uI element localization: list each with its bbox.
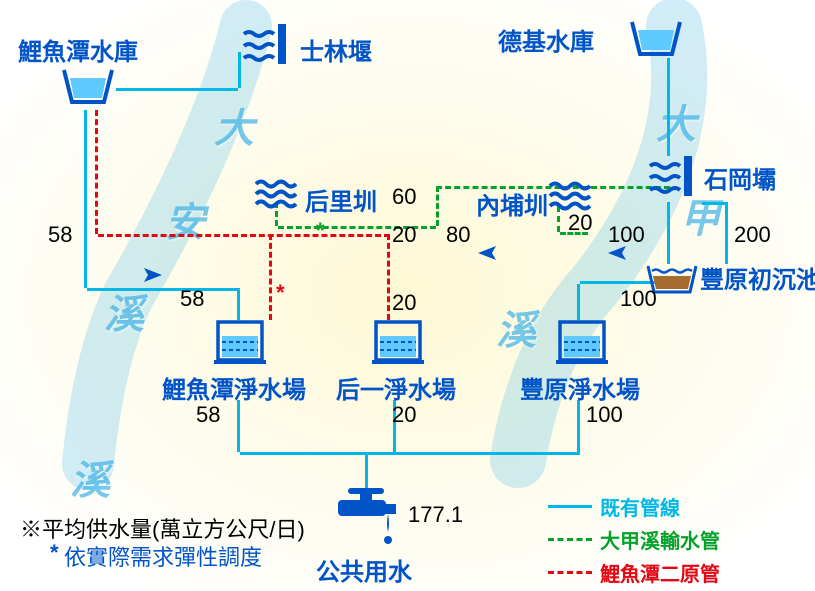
flow-value: 20 <box>568 210 592 236</box>
river-label: 大 <box>656 92 696 150</box>
flow-value: 20 <box>392 222 416 248</box>
fengyuan_sed-label: 豐原初沉池 <box>700 260 815 295</box>
flow-value: 20 <box>392 402 416 428</box>
star-marker: * <box>50 540 59 566</box>
pipe-line <box>269 234 272 320</box>
flow-value: 20 <box>392 290 416 316</box>
pipe-line <box>436 186 439 226</box>
houyi_wtp-icon <box>368 316 428 373</box>
shigang_dam-label: 石岡壩 <box>704 160 776 195</box>
houli_canal-label: 后里圳 <box>305 182 377 217</box>
flow-value: 58 <box>196 402 220 428</box>
flow-arrow-icon <box>144 268 164 289</box>
flow-value: 100 <box>586 402 623 428</box>
pipe-line <box>98 234 390 237</box>
liyutan_res-label: 鯉魚潭水庫 <box>18 32 138 67</box>
shilin_weir-icon <box>238 20 294 73</box>
houyi_wtp-label: 后一淨水場 <box>336 370 456 405</box>
liyutan_wtp-icon <box>210 316 270 373</box>
fengyuan_wtp-label: 豐原淨水場 <box>520 370 640 405</box>
legend-line-icon <box>548 505 592 508</box>
public-icon <box>330 488 402 557</box>
pipe-line <box>240 452 580 455</box>
flow-value: 58 <box>48 222 72 248</box>
legend-row: 大甲溪輸水管 <box>548 525 720 554</box>
river-label: 溪 <box>496 298 536 356</box>
pipe-line <box>577 284 580 320</box>
flow-value: 177.1 <box>408 502 463 528</box>
river-label: 大 <box>214 96 254 154</box>
pipe-line <box>84 110 87 288</box>
neipu_canal-label: 內埔圳 <box>476 186 548 221</box>
flow-arrow-icon <box>608 246 628 267</box>
deji_res-label: 德基水庫 <box>498 22 594 57</box>
houli_canal-icon <box>252 176 300 217</box>
legend-label: 既有管線 <box>600 492 680 521</box>
flow-value: 100 <box>620 286 657 312</box>
legend-row: 鯉魚潭二原管 <box>548 558 720 587</box>
note-sub: 依實際需求彈性調度 <box>64 540 262 572</box>
legend-line-icon <box>548 571 592 574</box>
flow-value: 80 <box>446 222 470 248</box>
legend-label: 鯉魚潭二原管 <box>600 558 720 587</box>
public-label: 公共用水 <box>316 552 412 587</box>
pipe-line <box>387 234 390 320</box>
pipe-line <box>116 88 238 91</box>
river-label: 溪 <box>70 448 110 506</box>
pipe-line <box>365 452 368 492</box>
flow-arrow-icon <box>478 246 498 267</box>
river-label: 安 <box>165 190 205 248</box>
shigang_dam-icon <box>644 152 700 205</box>
deji_res-icon <box>628 14 684 67</box>
pipe-line <box>237 400 240 452</box>
liyutan_wtp-label: 鯉魚潭淨水場 <box>162 370 306 405</box>
flow-value: 58 <box>180 286 204 312</box>
pipe-line <box>95 110 98 234</box>
pipe-line <box>577 400 580 452</box>
legend-row: 既有管線 <box>548 492 720 521</box>
flow-value: 60 <box>392 184 416 210</box>
pipe-line <box>702 202 728 205</box>
pipe-line <box>725 202 728 264</box>
flow-value: 200 <box>734 222 771 248</box>
pipe-line <box>667 202 670 264</box>
pipe-line <box>667 58 670 156</box>
star-marker: * <box>316 218 325 244</box>
legend-label: 大甲溪輸水管 <box>600 525 720 554</box>
liyutan_res-icon <box>60 62 116 115</box>
flow-value: 100 <box>608 222 645 248</box>
legend-line-icon <box>548 538 592 541</box>
shilin_weir-label: 士林堰 <box>300 32 372 67</box>
star-marker: * <box>276 280 285 306</box>
fengyuan_wtp-icon <box>552 316 612 373</box>
legend: 既有管線大甲溪輸水管鯉魚潭二原管 <box>548 492 720 591</box>
